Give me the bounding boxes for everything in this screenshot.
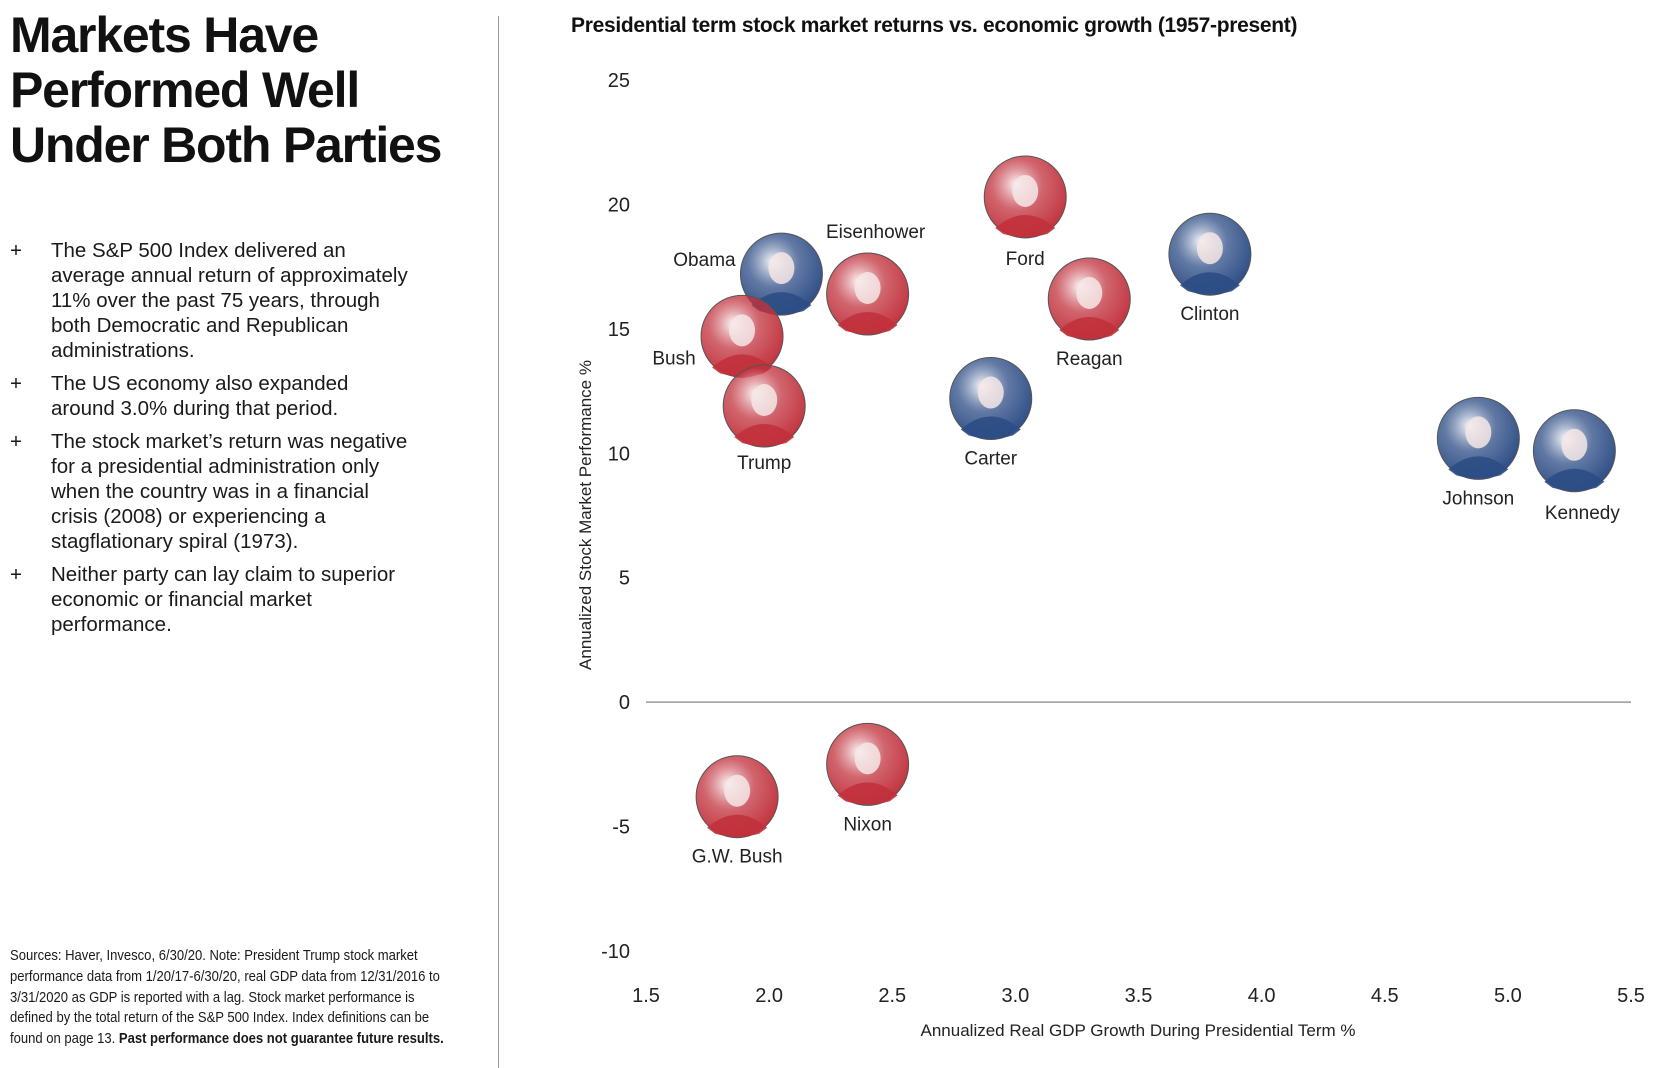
bullet-list: + The S&P 500 Index delivered an average … bbox=[10, 238, 450, 645]
point-label: Eisenhower bbox=[826, 222, 926, 243]
sources-note: Sources: Haver, Invesco, 6/30/20. Note: … bbox=[10, 946, 449, 1050]
title-line: Performed Well bbox=[10, 62, 360, 118]
portrait-head-icon bbox=[977, 376, 1004, 409]
president-marker-ford: Ford bbox=[983, 155, 1067, 270]
title-line: Under Both Parties bbox=[10, 117, 442, 173]
president-marker-nixon: Nixon bbox=[826, 722, 910, 835]
x-tick-label: 3.0 bbox=[1001, 985, 1029, 1007]
president-marker-trump: Trump bbox=[722, 364, 806, 474]
portrait-shoulders-icon bbox=[837, 782, 898, 805]
portrait-shoulders-icon bbox=[1179, 272, 1240, 295]
point-label: G.W. Bush bbox=[692, 847, 783, 868]
x-tick-label: 5.5 bbox=[1617, 985, 1645, 1007]
plus-icon: + bbox=[10, 239, 22, 262]
portrait-shoulders-icon bbox=[1544, 468, 1605, 491]
portrait-shoulders-icon bbox=[1448, 456, 1509, 479]
portrait-head-icon bbox=[729, 314, 756, 347]
president-marker-johnson: Johnson bbox=[1436, 396, 1520, 509]
president-marker-eisenhower: Eisenhower bbox=[826, 222, 926, 336]
bullet-item: + The stock market’s return was negative … bbox=[10, 429, 411, 554]
left-panel: Markets Have Performed Well Under Both P… bbox=[10, 0, 490, 1068]
point-label: Clinton bbox=[1180, 304, 1239, 325]
portrait-shoulders-icon bbox=[707, 814, 768, 837]
point-label: Carter bbox=[964, 449, 1017, 470]
x-tick-label: 4.0 bbox=[1248, 985, 1276, 1007]
y-tick-label: -10 bbox=[601, 941, 630, 963]
plus-icon: + bbox=[10, 372, 22, 395]
point-label: Obama bbox=[673, 250, 736, 271]
portrait-shoulders-icon bbox=[837, 312, 898, 335]
y-tick-label: 0 bbox=[619, 692, 630, 714]
bullet-item: + The S&P 500 Index delivered an average … bbox=[10, 238, 411, 363]
president-marker-obama: Obama bbox=[673, 232, 823, 316]
portrait-head-icon bbox=[1012, 174, 1039, 207]
point-label: Bush bbox=[652, 348, 695, 369]
portrait-shoulders-icon bbox=[995, 214, 1056, 237]
point-label: Johnson bbox=[1442, 488, 1514, 509]
x-tick-label: 2.5 bbox=[878, 985, 906, 1007]
bullet-text: The stock market’s return was negative f… bbox=[51, 430, 408, 553]
point-label: Kennedy bbox=[1545, 503, 1621, 524]
x-axis-label: Annualized Real GDP Growth During Presid… bbox=[921, 1021, 1356, 1040]
chart-title: Presidential term stock market returns v… bbox=[571, 14, 1298, 37]
x-tick-label: 5.0 bbox=[1494, 985, 1522, 1007]
portrait-shoulders-icon bbox=[1059, 316, 1120, 339]
president-marker-carter: Carter bbox=[949, 357, 1033, 470]
portrait-head-icon bbox=[1196, 232, 1223, 265]
portrait-head-icon bbox=[854, 272, 881, 305]
portrait-head-icon bbox=[854, 742, 881, 775]
portrait-head-icon bbox=[751, 384, 778, 417]
y-tick-label: -5 bbox=[612, 817, 630, 839]
president-marker-reagan: Reagan bbox=[1047, 257, 1131, 370]
y-tick-label: 5 bbox=[619, 568, 630, 590]
plus-icon: + bbox=[10, 563, 22, 586]
portrait-head-icon bbox=[768, 252, 795, 285]
divider bbox=[498, 16, 499, 1068]
bullet-item: + The US economy also expanded around 3.0… bbox=[10, 371, 411, 421]
portrait-head-icon bbox=[724, 774, 751, 807]
y-tick-label: 10 bbox=[608, 443, 630, 465]
title-line: Markets Have bbox=[10, 7, 319, 63]
president-marker-bush: Bush bbox=[652, 294, 784, 378]
y-tick-label: 15 bbox=[608, 319, 630, 341]
portrait-head-icon bbox=[1076, 276, 1103, 309]
point-label: Nixon bbox=[843, 814, 892, 835]
president-marker-kennedy: Kennedy bbox=[1532, 409, 1621, 524]
sources-text: Sources: Haver, Invesco, 6/30/20. Note: … bbox=[10, 947, 440, 1048]
bullet-item: + Neither party can lay claim to superior… bbox=[10, 562, 411, 637]
y-tick-label: 20 bbox=[608, 194, 630, 216]
point-label: Ford bbox=[1006, 249, 1045, 270]
portrait-shoulders-icon bbox=[734, 424, 795, 447]
plus-icon: + bbox=[10, 430, 22, 453]
point-label: Trump bbox=[737, 453, 791, 474]
y-tick-label: 25 bbox=[608, 70, 630, 92]
president-marker-gwbush: G.W. Bush bbox=[692, 755, 783, 868]
portrait-head-icon bbox=[1465, 416, 1492, 449]
page-title: Markets Have Performed Well Under Both P… bbox=[10, 7, 442, 173]
portrait-head-icon bbox=[1561, 428, 1588, 461]
y-axis-label: Annualized Stock Market Performance % bbox=[576, 360, 595, 670]
x-tick-label: 1.5 bbox=[632, 985, 660, 1007]
portrait-shoulders-icon bbox=[960, 416, 1021, 439]
point-label: Reagan bbox=[1056, 349, 1123, 370]
bullet-text: The S&P 500 Index delivered an average a… bbox=[51, 239, 408, 362]
bullet-text: Neither party can lay claim to superior … bbox=[51, 563, 396, 636]
disclaimer: Past performance does not guarantee futu… bbox=[118, 1030, 444, 1048]
x-tick-label: 4.5 bbox=[1371, 985, 1399, 1007]
x-tick-label: 2.0 bbox=[755, 985, 783, 1007]
x-tick-label: 3.5 bbox=[1125, 985, 1153, 1007]
president-marker-clinton: Clinton bbox=[1168, 212, 1252, 325]
bullet-text: The US economy also expanded around 3.0%… bbox=[51, 372, 349, 420]
